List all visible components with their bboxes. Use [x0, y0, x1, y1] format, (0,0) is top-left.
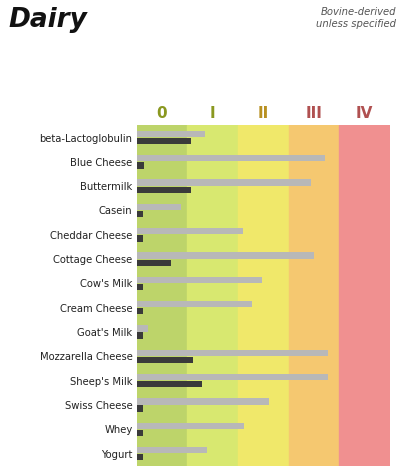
Bar [136, 260, 171, 266]
Text: Bovine-derived
unless specified: Bovine-derived unless specified [315, 7, 395, 29]
Bar [136, 447, 206, 454]
Bar [136, 131, 205, 137]
Bar [136, 235, 143, 242]
Bar [136, 301, 251, 307]
Bar [136, 211, 143, 217]
Bar [288, 125, 338, 466]
Bar [136, 333, 143, 339]
Bar [136, 204, 181, 210]
Bar [136, 454, 143, 460]
Bar [136, 374, 327, 380]
Text: Dairy: Dairy [8, 7, 87, 33]
Bar [136, 228, 243, 235]
Bar [136, 162, 144, 168]
Bar [136, 405, 143, 412]
Bar [338, 125, 389, 466]
Bar [136, 125, 187, 466]
Bar [136, 155, 324, 161]
Bar [136, 398, 269, 405]
Bar [136, 277, 261, 283]
Bar [136, 186, 191, 193]
Bar [136, 350, 327, 356]
Bar [136, 430, 143, 436]
Bar [136, 179, 311, 186]
Bar [237, 125, 288, 466]
Bar [136, 423, 243, 429]
Bar [136, 284, 143, 290]
Bar [136, 325, 148, 332]
Bar [136, 253, 313, 259]
Bar [136, 138, 191, 144]
Bar [136, 308, 143, 315]
Bar [187, 125, 237, 466]
Bar [136, 357, 193, 363]
Bar [136, 381, 201, 387]
